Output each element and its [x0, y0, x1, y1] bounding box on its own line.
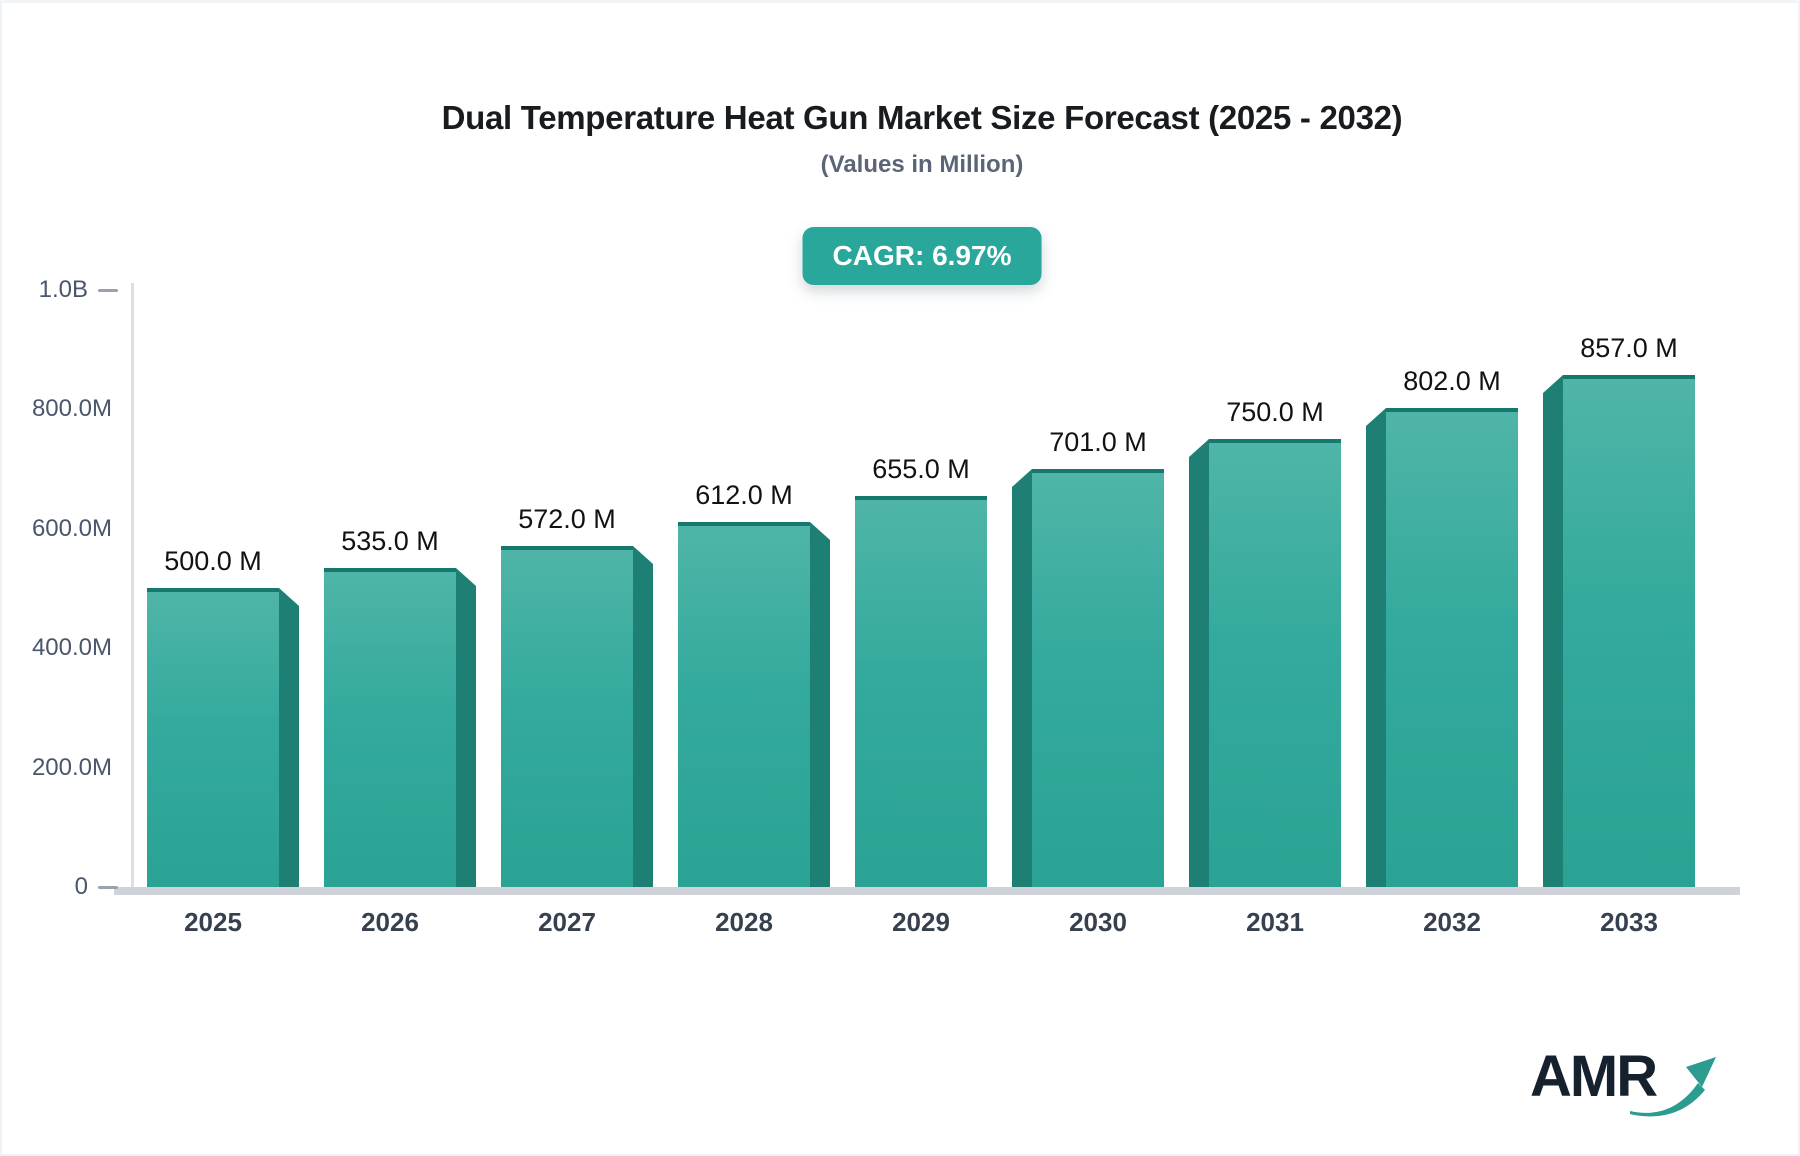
y-axis-tick-label: 800.0M [31, 395, 112, 423]
bar-value-label: 750.0 M [1226, 397, 1324, 427]
bar-value-label: 535.0 M [341, 526, 439, 556]
bar-2032 [1386, 408, 1518, 887]
bar-side-face [279, 588, 299, 887]
x-axis-label: 2032 [1423, 907, 1481, 937]
cagr-badge: CAGR: 6.97% [802, 227, 1042, 285]
bar-side-face [810, 522, 830, 887]
x-axis-label: 2027 [538, 907, 596, 937]
bar-side-face [1543, 375, 1563, 887]
chart-title: Dual Temperature Heat Gun Market Size Fo… [441, 99, 1403, 136]
y-axis-tick-mark [98, 288, 118, 292]
y-axis-tick-label: 200.0M [31, 753, 112, 781]
bar-value-label: 500.0 M [164, 546, 262, 576]
y-axis-line [131, 283, 134, 895]
bar-side-face [1012, 469, 1032, 887]
trend-arrow-icon [1630, 1057, 1716, 1117]
bar-2030 [1032, 469, 1164, 887]
bar-2025 [147, 588, 279, 887]
bar-value-label: 655.0 M [872, 454, 970, 484]
bar-side-face [1366, 408, 1386, 887]
chart-canvas: Dual Temperature Heat Gun Market Size Fo… [2, 3, 1798, 1154]
bar-value-label: 572.0 M [518, 504, 616, 534]
y-axis-tick-label: 400.0M [31, 634, 112, 662]
amr-logo-text: AMR [1530, 1044, 1658, 1109]
bar-2033 [1563, 375, 1695, 887]
y-axis-tick-label: 0 [74, 873, 88, 900]
bar-2026 [324, 568, 456, 887]
bar-value-label: 612.0 M [695, 480, 793, 510]
bar-value-label: 802.0 M [1403, 366, 1501, 396]
x-axis-label: 2025 [184, 907, 242, 937]
bar-side-face [633, 546, 653, 887]
bar-2028 [678, 522, 810, 887]
bar-value-label: 857.0 M [1580, 333, 1678, 363]
bar-side-face [456, 568, 476, 887]
y-axis-tick-mark [98, 885, 118, 889]
amr-logo: AMR [1530, 1035, 1720, 1121]
bar-value-label: 701.0 M [1049, 427, 1147, 457]
x-axis-label: 2033 [1600, 907, 1658, 937]
y-axis-tick-label: 1.0B [38, 276, 88, 303]
x-axis-label: 2031 [1246, 907, 1304, 937]
x-axis-label: 2026 [361, 907, 419, 937]
x-axis-label: 2030 [1069, 907, 1127, 937]
y-axis-tick-label: 600.0M [31, 514, 112, 542]
x-axis-label: 2029 [892, 907, 950, 937]
x-axis-label: 2028 [715, 907, 773, 937]
bar-2029 [855, 496, 987, 887]
chart-subtitle: (Values in Million) [820, 151, 1024, 178]
bar-2027 [501, 546, 633, 887]
bar-2031 [1209, 439, 1341, 887]
x-axis-baseline [114, 887, 1740, 895]
bar-side-face [1189, 439, 1209, 887]
